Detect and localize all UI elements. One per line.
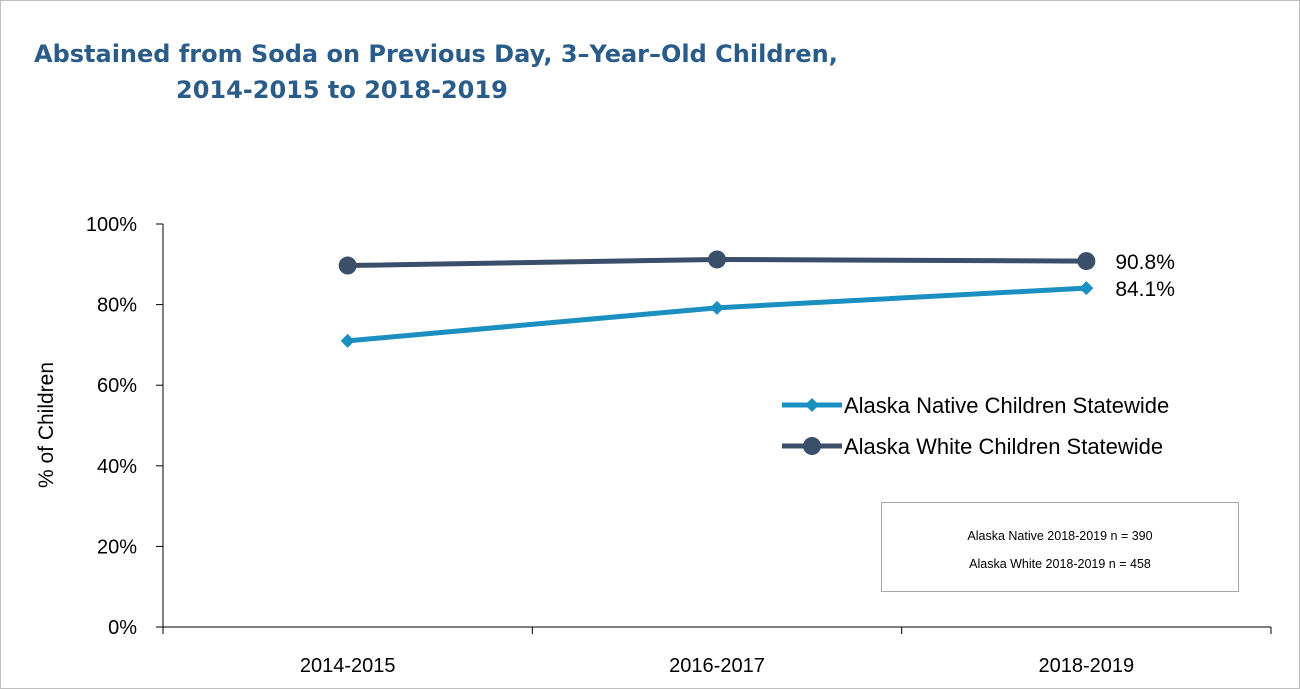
legend-item-0: Alaska Native Children Statewide: [782, 393, 1169, 418]
axes: [162, 224, 1271, 628]
legend-marker: [803, 437, 821, 455]
x-tick-label: 2014-2015: [300, 655, 396, 677]
y-tick-label: 100%: [86, 214, 137, 236]
y-tick-label: 20%: [97, 536, 137, 558]
data-point: [1077, 252, 1096, 271]
x-tick-label: 2018-2019: [1039, 655, 1135, 677]
data-point: [338, 256, 357, 275]
legend: Alaska Native Children Statewide Alaska W…: [782, 393, 1169, 459]
chart-title-line-2: 2014-2015 to 2018-2019: [176, 76, 508, 104]
x-tick-label: 2016-2017: [669, 655, 765, 677]
series-group: 90.8% 84.1%: [338, 250, 1175, 348]
legend-label: Alaska Native Children Statewide: [844, 393, 1169, 418]
legend-item-1: Alaska White Children Statewide: [782, 434, 1163, 459]
y-axis-label: % of Children: [35, 362, 58, 488]
sample-size-native: Alaska Native 2018-2019 n = 390: [967, 529, 1153, 543]
y-tick-label: 40%: [97, 456, 137, 478]
y-tick-label: 0%: [108, 617, 137, 639]
data-point: [710, 300, 724, 315]
data-point: [340, 333, 355, 348]
x-axis-ticks: 2014-2015 2016-2017 2018-2019: [162, 627, 1272, 677]
y-tick-label: 80%: [97, 295, 137, 317]
data-label: 90.8%: [1115, 251, 1175, 274]
chart-title-line-1: Abstained from Soda on Previous Day, 3–Y…: [34, 40, 838, 68]
data-label: 84.1%: [1115, 278, 1175, 301]
series-0: 84.1%: [340, 278, 1175, 348]
legend-label: Alaska White Children Statewide: [844, 434, 1163, 459]
data-point: [1079, 281, 1094, 296]
legend-marker: [805, 398, 819, 412]
y-tick-label: 60%: [97, 375, 137, 397]
data-point: [708, 250, 726, 269]
series-1: 90.8%: [338, 250, 1175, 275]
chart-title: Abstained from Soda on Previous Day, 3–Y…: [34, 36, 838, 108]
sample-size-note: Alaska Native 2018-2019 n = 390 Alaska W…: [881, 502, 1239, 592]
y-axis-ticks: 0% 20% 40% 60% 80% 100%: [86, 214, 163, 639]
sample-size-white: Alaska White 2018-2019 n = 458: [969, 557, 1151, 571]
